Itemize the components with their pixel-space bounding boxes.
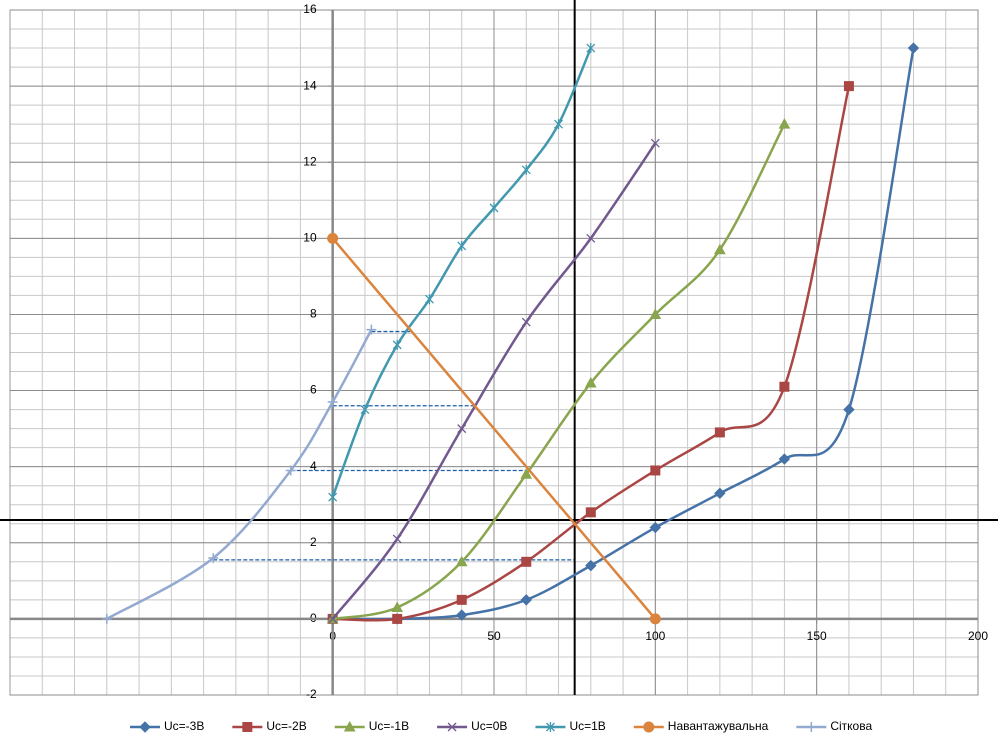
marker [139, 721, 151, 733]
legend-item: Uc=1В [535, 719, 606, 733]
marker [586, 233, 596, 243]
legend-item: Uc=-1В [334, 719, 409, 733]
marker [907, 42, 920, 54]
legend-item: Uc=-3В [130, 719, 204, 733]
marker [650, 465, 661, 476]
marker [343, 720, 356, 732]
y-tick-label: 8 [310, 307, 317, 321]
marker [489, 202, 499, 213]
y-tick-label: -2 [306, 687, 317, 701]
marker [585, 559, 597, 572]
marker [328, 492, 338, 503]
marker [327, 396, 338, 407]
legend-item: Сіткова [796, 719, 872, 733]
y-tick-label: 16 [303, 2, 317, 16]
marker [843, 81, 854, 92]
marker [584, 376, 597, 388]
marker [242, 722, 253, 732]
marker [457, 240, 467, 251]
marker [392, 534, 402, 544]
marker [456, 594, 467, 605]
y-tick-label: 4 [310, 459, 317, 473]
y-tick-label: 6 [310, 383, 317, 397]
marker [208, 553, 219, 563]
marker [521, 317, 531, 327]
marker [455, 555, 468, 567]
marker [392, 339, 402, 350]
marker [643, 721, 655, 733]
marker [447, 722, 457, 732]
marker [392, 613, 403, 624]
legend-label: Uc=-1В [369, 719, 409, 733]
y-tick-label: 12 [303, 154, 317, 168]
marker [391, 601, 404, 612]
x-tick-label: 100 [645, 629, 665, 643]
series-line [106, 329, 373, 620]
legend-label: Uc=-3В [164, 719, 204, 733]
marker [778, 118, 791, 129]
y-tick-label: 10 [303, 231, 317, 245]
marker [545, 722, 555, 732]
marker [714, 243, 726, 255]
marker [101, 613, 112, 624]
series-line [331, 237, 657, 620]
marker [586, 43, 596, 54]
marker [521, 164, 531, 175]
marker [650, 138, 660, 148]
marker [554, 119, 563, 130]
marker [425, 294, 434, 305]
legend-item: Навантажувальна [633, 719, 769, 733]
y-tick-label: 2 [310, 535, 317, 549]
legend-label: Uc=1В [569, 719, 605, 733]
marker [649, 613, 661, 625]
marker [520, 594, 532, 606]
marker [779, 381, 790, 392]
legend-item: Uc=0В [437, 719, 507, 733]
marker [778, 453, 791, 465]
legend-label: Uc=-2В [266, 719, 306, 733]
marker [585, 507, 596, 518]
x-tick-label: 200 [968, 629, 988, 643]
marker [806, 722, 817, 732]
legend: Uc=-3В Uc=-2В Uc=-1В Uc=0В Uc=1В Навантажувал… [130, 719, 872, 733]
marker [360, 404, 370, 415]
legend-label: Uc=0В [471, 719, 507, 733]
marker [649, 521, 662, 534]
x-tick-label: 150 [807, 629, 827, 643]
series-line [332, 85, 851, 622]
marker [843, 403, 855, 416]
marker [649, 308, 662, 319]
marker [456, 609, 468, 621]
series-line [331, 142, 657, 620]
marker [520, 468, 533, 479]
legend-label: Сіткова [830, 719, 872, 733]
marker [327, 232, 339, 244]
marker [366, 324, 377, 335]
y-tick-label: 14 [303, 78, 317, 92]
legend-item: Uc=-2В [232, 719, 307, 733]
x-tick-label: 50 [487, 629, 501, 643]
marker [521, 556, 532, 567]
marker [285, 465, 296, 476]
marker [714, 487, 726, 500]
marker [328, 614, 338, 624]
marker [457, 424, 467, 434]
legend-label: Навантажувальна [668, 719, 769, 733]
marker [714, 427, 725, 438]
